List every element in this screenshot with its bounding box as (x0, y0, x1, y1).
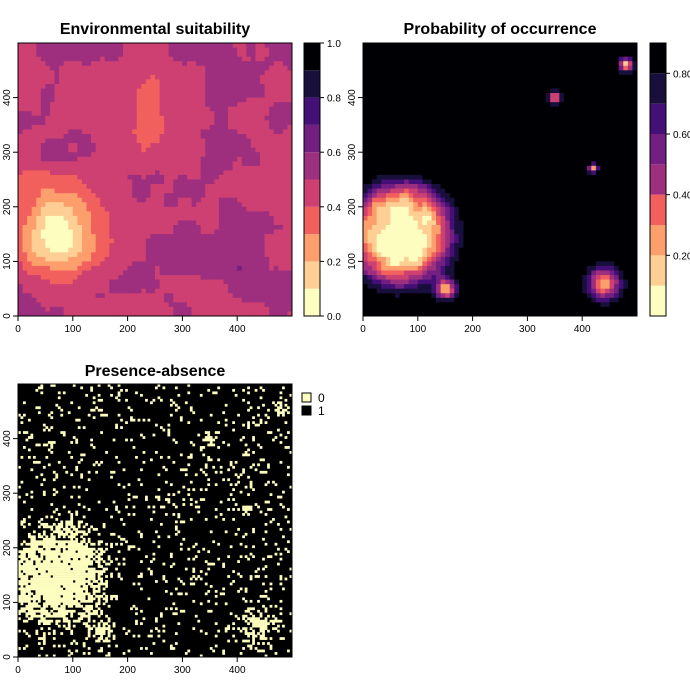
y-tick-label: 300 (2, 143, 13, 160)
colorbar-swatch (304, 152, 320, 180)
colorbar-swatch (650, 255, 666, 286)
panel1-title: Environmental suitability (60, 21, 250, 38)
colorbar-swatch (650, 134, 666, 165)
panel1-axes: 0 100 200 300 400 0 100 200 300 400 (2, 89, 246, 335)
panel3-legend: 01 (301, 391, 325, 418)
colorbar-swatch (650, 103, 666, 134)
colorbar-label: 0.60 (673, 130, 690, 141)
colorbar-swatch (304, 70, 320, 98)
panel-environmental-suitability: Environmental suitability 0 100 200 300 4000… (2, 21, 341, 335)
colorbar-label: 0.0 (327, 312, 341, 323)
y-tick-label: 100 (2, 594, 13, 611)
legend-swatch-1 (301, 405, 312, 416)
colorbar-label: 0.80 (673, 69, 690, 80)
panel2-axes: 0 100 200 300 400 100 200 300 400 (347, 89, 591, 335)
x-tick-label: 400 (229, 665, 246, 676)
panel3-title: Presence-absence (85, 363, 226, 380)
colorbar-swatch (650, 73, 666, 104)
y-tick-label: 300 (347, 143, 358, 160)
y-tick-label: 300 (2, 484, 13, 501)
y-tick-label: 400 (2, 89, 13, 106)
legend-label-0: 0 (318, 391, 325, 405)
panel2-colorbar: 0.20 0.40 0.60 0.80 (649, 42, 690, 317)
x-tick-label: 200 (119, 665, 136, 676)
panel2-title: Probability of occurrence (404, 21, 597, 38)
legend-swatch-0 (301, 392, 312, 403)
colorbar-label: 0.6 (327, 148, 341, 159)
colorbar-swatch (304, 124, 320, 153)
colorbar-swatch (304, 97, 320, 125)
y-tick-label: 200 (2, 539, 13, 556)
x-tick-label: 200 (464, 324, 481, 335)
colorbar-label: 0.2 (327, 257, 341, 268)
y-tick-label: 0 (2, 654, 13, 660)
colorbar-swatch (650, 225, 666, 256)
panel3-frame (17, 383, 293, 658)
x-tick-label: 0 (15, 324, 21, 335)
colorbar-label: 0.40 (673, 191, 690, 202)
y-tick-label: 400 (347, 89, 358, 106)
colorbar-label: 0.4 (327, 203, 341, 214)
colorbar-swatch (304, 43, 320, 71)
colorbar-swatch (650, 164, 666, 195)
y-tick-label: 200 (347, 198, 358, 215)
legend-label-1: 1 (318, 404, 325, 418)
x-tick-label: 100 (64, 665, 81, 676)
colorbar-swatch (650, 43, 666, 74)
panel3-axes: 0 100 200 300 400 0 100 200 300 400 (2, 430, 246, 676)
x-tick-label: 400 (229, 324, 246, 335)
panel1-frame (17, 42, 293, 317)
x-tick-label: 400 (574, 324, 591, 335)
colorbar-swatch (650, 194, 666, 225)
colorbar-swatch (304, 261, 320, 289)
panel1-raster (18, 43, 293, 317)
colorbar-swatch (304, 206, 320, 235)
colorbar-frame (649, 42, 667, 317)
panel-probability-of-occurrence: Probability of occurrence 0 100 200 300 400 1… (347, 21, 690, 335)
y-tick-label: 400 (2, 430, 13, 447)
colorbar-swatch (304, 234, 320, 262)
panel1-colorbar: 0.0 0.2 0.4 0.6 0.8 1.0 (303, 39, 341, 323)
colorbar-label: 0.8 (327, 94, 341, 105)
panel-presence-absence: Presence-absence 0 100 200 300 4000100200300… (2, 363, 325, 676)
y-tick-label: 100 (2, 253, 13, 270)
x-tick-label: 0 (360, 324, 366, 335)
colorbar-label: 0.20 (673, 251, 690, 262)
colorbar-swatch (304, 179, 320, 207)
colorbar-swatch (650, 285, 666, 316)
panel3-raster (18, 384, 293, 658)
colorbar-label: 1.0 (327, 39, 341, 50)
x-tick-label: 300 (174, 324, 191, 335)
x-tick-label: 100 (64, 324, 81, 335)
x-tick-label: 200 (119, 324, 136, 335)
y-tick-label: 100 (347, 253, 358, 270)
panel2-raster (363, 43, 638, 317)
colorbar-frame (303, 42, 321, 317)
panel2-frame (362, 42, 638, 317)
y-tick-label: 200 (2, 198, 13, 215)
x-tick-label: 0 (15, 665, 21, 676)
y-tick-label: 0 (2, 313, 13, 319)
x-tick-label: 300 (519, 324, 536, 335)
colorbar-swatch (304, 288, 320, 316)
x-tick-label: 300 (174, 665, 191, 676)
x-tick-label: 100 (409, 324, 426, 335)
